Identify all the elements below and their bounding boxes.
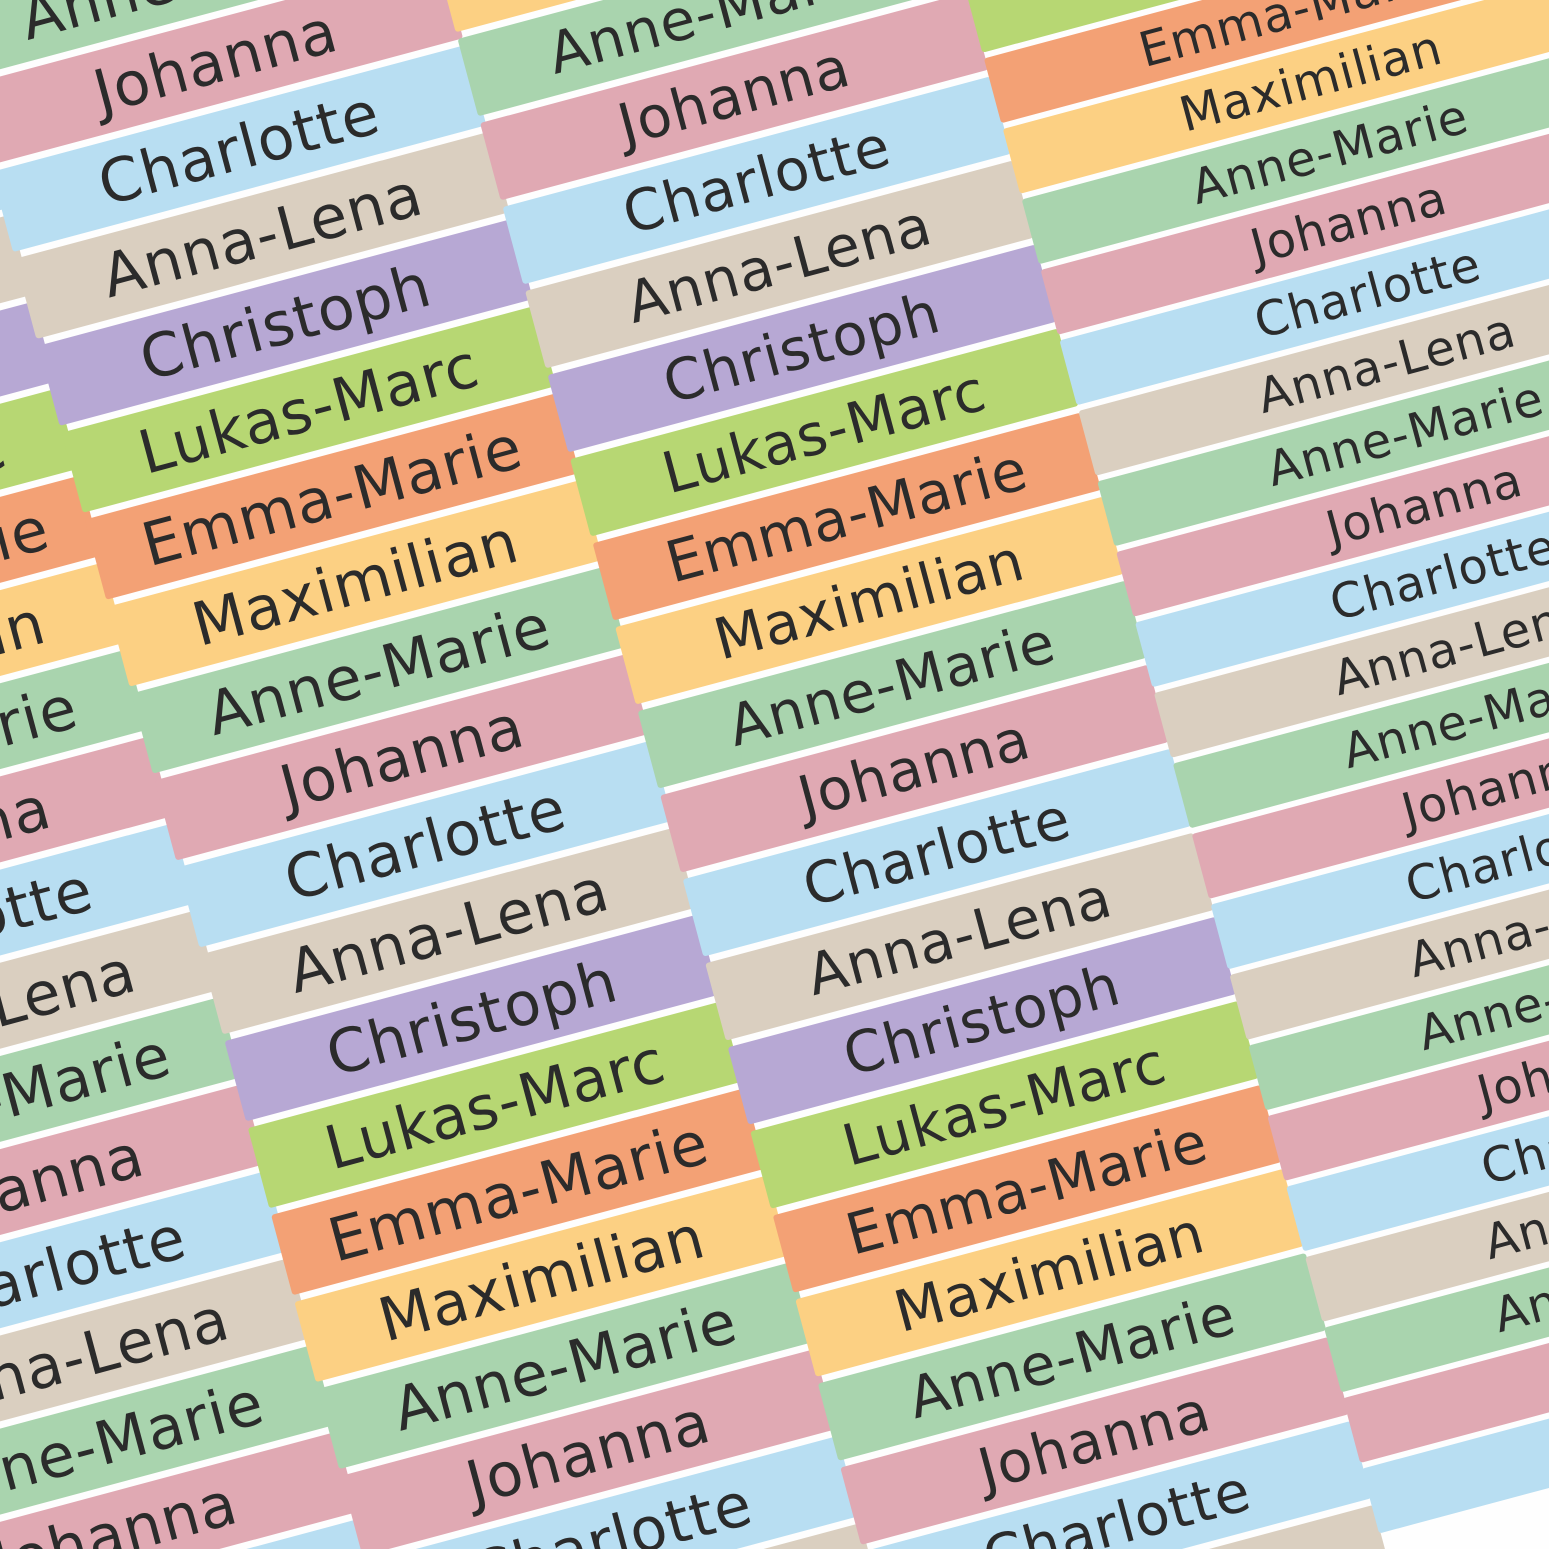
- label-sheet: JohannaCharlotteAnna-LenaChristophLukas-…: [0, 0, 1549, 1549]
